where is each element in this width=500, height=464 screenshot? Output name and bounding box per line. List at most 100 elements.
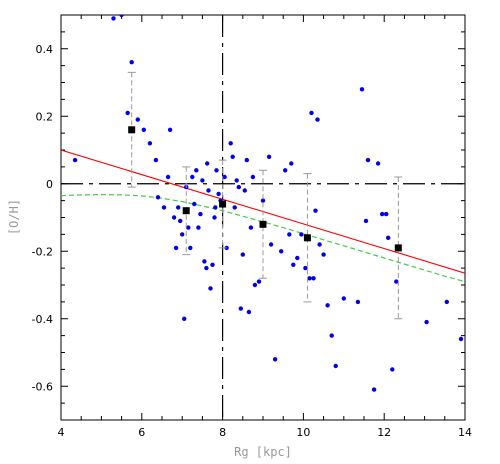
- y-axis-title: [O/H]: [7, 199, 21, 235]
- scatter-point: [192, 201, 197, 207]
- scatter-point: [186, 225, 191, 230]
- scatter-point: [204, 265, 209, 271]
- x-axis-title: Rg [kpc]: [234, 445, 292, 459]
- scatter-point: [252, 282, 258, 288]
- scatter-point: [188, 245, 193, 251]
- scatter-point: [216, 191, 221, 197]
- scatter-point: [196, 225, 201, 230]
- scatter-point: [329, 333, 334, 338]
- scatter-point: [315, 117, 320, 122]
- scatter-point: [260, 198, 266, 203]
- scatter-point: [268, 242, 274, 247]
- scatter-point: [291, 262, 296, 267]
- scatter-point: [178, 218, 183, 224]
- scatter-point: [279, 249, 284, 254]
- binned-mean-marker: [182, 207, 190, 215]
- scatter-point: [444, 299, 449, 305]
- scatter-point: [206, 188, 211, 193]
- y-tick-label: -0.6: [32, 380, 53, 393]
- x-tick-label: 8: [219, 426, 226, 439]
- scatter-point: [238, 306, 243, 311]
- scatter-point: [248, 225, 254, 230]
- axis-ticks: 4 6 8 10 12 14 -0.6 -0.4 -0.2 0 0.2 0.4: [32, 14, 472, 439]
- scatter-point: [240, 252, 245, 257]
- scatter-point: [244, 157, 249, 163]
- scatter-point: [119, 15, 124, 18]
- scatter-point: [295, 255, 300, 261]
- scatter-point: [266, 154, 272, 159]
- scatter-point: [165, 174, 171, 180]
- scatter-point: [232, 205, 237, 210]
- scatter-point: [167, 127, 173, 132]
- scatter-point: [125, 110, 130, 116]
- scatter-point: [153, 157, 159, 163]
- scatter-point: [173, 245, 179, 251]
- binned-mean-marker: [303, 234, 311, 242]
- y-tick-label: 0.4: [36, 43, 54, 56]
- scatter-point: [222, 174, 227, 180]
- binned-mean-marker: [394, 244, 402, 252]
- scatter-point: [325, 303, 330, 308]
- scatter-point: [394, 279, 399, 284]
- scatter-point: [176, 205, 181, 210]
- y-tick-label: 0.2: [36, 110, 54, 123]
- scatter-point: [212, 215, 217, 220]
- scatter-point: [213, 205, 218, 210]
- binned-mean-marker: [259, 220, 267, 228]
- scatter-point: [313, 208, 318, 213]
- scatter-point: [321, 252, 326, 257]
- scatter-point: [386, 235, 391, 240]
- scatter-point: [311, 276, 316, 281]
- scatter-point: [365, 157, 371, 163]
- scatter-point: [309, 110, 314, 116]
- binned-means: [127, 71, 403, 320]
- scatter-point: [299, 232, 304, 237]
- scatter-point: [111, 16, 116, 21]
- x-tick-label: 6: [138, 426, 145, 439]
- scatter-point: [256, 279, 262, 284]
- scatter-point: [380, 211, 385, 217]
- y-tick-label: -0.2: [32, 245, 53, 258]
- binned-mean-marker: [219, 200, 227, 208]
- scatter-point: [307, 276, 312, 281]
- x-tick-label: 12: [377, 426, 391, 439]
- reference-lines: [61, 15, 465, 420]
- scatter-point: [228, 141, 233, 146]
- scatter-point: [208, 286, 213, 291]
- scatter-point: [371, 387, 377, 392]
- scatter-point: [424, 319, 429, 325]
- scatter-points: [72, 15, 464, 392]
- scatter-point: [147, 141, 153, 146]
- scatter-point: [333, 363, 338, 369]
- scatter-point: [272, 357, 278, 362]
- scatter-point: [246, 309, 252, 315]
- scatter-point: [155, 195, 161, 200]
- scatter-point: [236, 184, 241, 190]
- scatter-point: [355, 299, 361, 305]
- scatter-point: [200, 178, 205, 183]
- scatter-point: [289, 161, 294, 166]
- scatter-point: [198, 211, 203, 217]
- scatter-point: [375, 161, 381, 166]
- scatter-point: [190, 174, 195, 180]
- scatter-point: [363, 218, 369, 224]
- scatter-point: [129, 60, 134, 65]
- scatter-point: [384, 211, 389, 217]
- scatter-point: [194, 168, 199, 173]
- scatter-point: [303, 265, 308, 271]
- scatter-point: [72, 157, 78, 163]
- scatter-point: [210, 262, 215, 267]
- scatter-point: [214, 168, 219, 173]
- scatter-point: [182, 316, 187, 321]
- y-tick-label: -0.4: [32, 313, 53, 326]
- scatter-point: [171, 215, 177, 220]
- scatter-point: [317, 242, 322, 247]
- scatter-point: [390, 367, 395, 372]
- scatter-point: [230, 154, 235, 159]
- scatter-point: [283, 168, 288, 173]
- x-tick-label: 4: [58, 426, 65, 439]
- scatter-point: [161, 205, 167, 210]
- x-tick-label: 14: [458, 426, 472, 439]
